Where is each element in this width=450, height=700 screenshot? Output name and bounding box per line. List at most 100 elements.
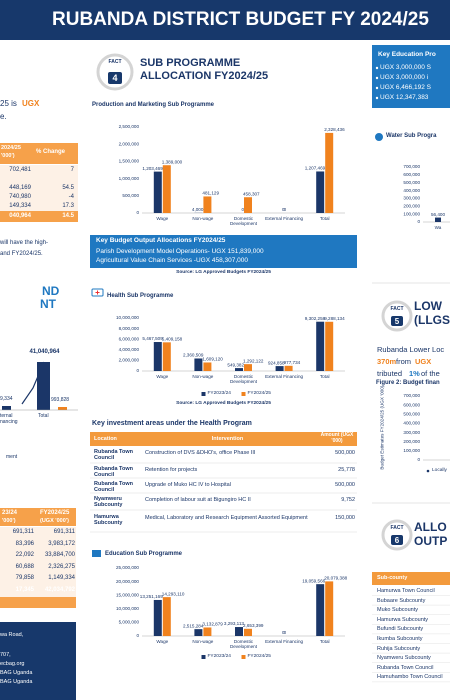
bar <box>325 581 334 636</box>
value-label: 14,293,110 <box>162 591 185 596</box>
table-header-cell: '000') <box>2 518 16 524</box>
y-axis-label: Budget Estimates FY2024/25 (UGX '000) <box>379 385 385 470</box>
table-cell: 1,149,334 <box>48 575 75 582</box>
bar <box>203 196 212 213</box>
table-cell: Retention for projects <box>145 467 198 473</box>
bar <box>435 217 441 222</box>
value-label: 977,734 <box>284 360 301 365</box>
x-tick-label: Total <box>319 374 330 379</box>
box-title: Key Education Pro <box>378 51 436 58</box>
section-heading: NT <box>40 297 56 311</box>
table-header-cell: Intervention <box>211 436 244 442</box>
table-cell: 14.5 <box>62 213 74 219</box>
table-cell: Ikumba Subcounty <box>377 636 423 642</box>
fragment-bar <box>37 362 50 410</box>
table-cell: 22,092 <box>15 552 34 559</box>
bar <box>235 627 243 636</box>
fragment-bar <box>58 407 67 410</box>
table-cell: 7 <box>70 167 74 173</box>
table-cell: 448,169 <box>9 185 31 191</box>
table-cell: -4 <box>68 194 74 200</box>
y-tick-label: 6,000,000 <box>119 336 140 341</box>
paragraph-highlight: 1% <box>409 369 420 378</box>
y-tick-label: 2,000,000 <box>119 141 140 146</box>
table-cell: 17,345 <box>15 587 34 593</box>
table-header-cell: Location <box>94 436 117 442</box>
section-heading: (LLGS <box>414 313 450 327</box>
y-tick-label: 600,000 <box>403 172 420 177</box>
legend-swatch <box>201 392 206 396</box>
y-tick-label: 100,000 <box>403 211 420 216</box>
x-tick-label: External Financing <box>265 216 304 221</box>
y-tick-label: 300,000 <box>403 196 420 201</box>
bar <box>162 165 171 213</box>
footer-text: 707, <box>0 652 11 658</box>
intro-highlight: UGX <box>22 99 40 108</box>
chart-title: Health Sub Programme <box>107 293 174 299</box>
footer-text: BAG Uganda <box>0 670 33 676</box>
bar <box>316 321 325 371</box>
value-label: 13,251,169 <box>140 594 163 599</box>
paragraph: from <box>396 357 411 366</box>
y-tick-label: 1,500,000 <box>119 159 140 164</box>
table-cell: Bufundi Subcounty <box>377 626 424 633</box>
intro-text: 25 is <box>0 99 17 108</box>
table-cell: Rubanda Town Council <box>377 664 434 671</box>
legend-label: FY2024/25 <box>247 654 271 659</box>
bullet <box>375 76 379 80</box>
table-header-cell: 2024/25 <box>1 145 21 151</box>
bar <box>244 364 252 371</box>
paragraph-highlight: UGX <box>415 357 432 366</box>
x-tick-label: Non-wage <box>192 374 214 379</box>
y-tick-label: 200,000 <box>403 439 420 444</box>
legend-swatch <box>241 655 246 659</box>
fact-number: 5 <box>394 317 400 326</box>
source-note: Source: LG Approved Budgets FY2024/25 <box>176 401 271 406</box>
table-row-bg <box>0 165 78 211</box>
table-cell: Ruhija Subcounty <box>377 645 421 652</box>
table-cell: 33,884,700 <box>44 552 75 559</box>
x-tick-label: Domestic Development <box>229 216 258 227</box>
x-tick-label: Total <box>319 216 330 221</box>
section-heading: ND <box>42 284 60 298</box>
fact-number-bg <box>108 72 122 84</box>
y-tick-label: 700,000 <box>403 164 420 169</box>
category-label: ternal <box>0 413 13 419</box>
y-tick-label: 2,000,000 <box>119 358 140 363</box>
value-label: 2,515,284 <box>183 623 204 628</box>
table-cell: 25,778 <box>338 467 355 473</box>
chart-title: Figure 2: Budget finan <box>376 380 440 386</box>
table-header-cell: 23/24 <box>2 510 18 516</box>
y-tick-label: 25,000,000 <box>116 565 139 570</box>
category-label: Total <box>38 413 49 419</box>
bullet <box>375 86 379 90</box>
table-cell: Completion of labour suit at Bigungiro H… <box>145 497 251 503</box>
y-tick-label: 0 <box>136 210 139 215</box>
table-cell: Bubaare Subcounty <box>377 597 426 604</box>
bar-label: 993,828 <box>51 397 70 403</box>
table-cell: Hamurwa Subcounty <box>94 514 123 527</box>
y-tick-label: 400,000 <box>403 421 420 426</box>
y-tick-label: 500,000 <box>403 180 420 185</box>
section-heading: OUTP <box>414 534 448 548</box>
table-cell: 60,688 <box>15 563 34 570</box>
x-tick-label: External Financing <box>265 639 304 644</box>
y-tick-label: 200,000 <box>403 204 420 209</box>
fact-label: FACT <box>108 59 122 65</box>
paragraph-highlight: 370m <box>377 357 397 366</box>
bar <box>275 366 284 371</box>
category-label: nancing <box>0 419 18 425</box>
box-item: UGX 3,000,000 S <box>380 64 431 71</box>
edu-box <box>372 45 450 108</box>
y-tick-label: 8,000,000 <box>119 326 140 331</box>
table-cell: 2,326,275 <box>48 563 75 570</box>
table-header <box>0 508 76 526</box>
paragraph: Rubanda Lower Loc <box>377 345 445 354</box>
value-label: 2,328,436 <box>324 127 345 132</box>
bar <box>153 342 162 371</box>
output-box <box>90 235 357 268</box>
box-item: UGX 12,347,383 <box>380 94 429 101</box>
value-label: 1,203,469 <box>142 166 163 171</box>
bar <box>194 358 203 371</box>
table-cell: Upgrade of Muko HC IV to Hospital <box>145 482 231 488</box>
